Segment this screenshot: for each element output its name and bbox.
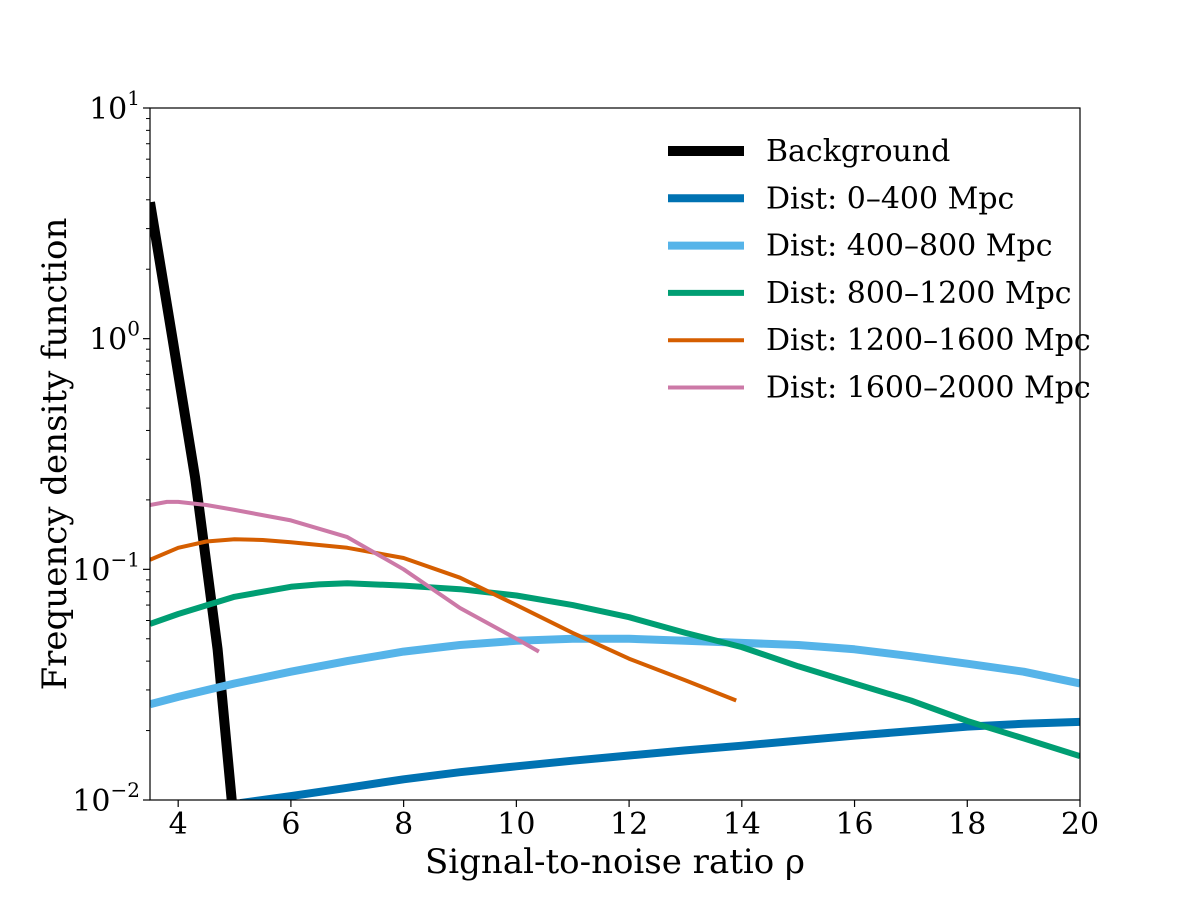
legend-label: Dist: 400–800 Mpc	[766, 229, 1053, 264]
x-tick-label: 4	[169, 807, 188, 842]
y-axis-label: Frequency density function	[35, 218, 75, 691]
y-tick-label: 10−1	[72, 547, 140, 588]
x-tick-label: 16	[835, 807, 873, 842]
x-tick-label: 12	[610, 807, 648, 842]
y-axis-ticks: 101 100 10−1 10−2	[72, 86, 150, 819]
legend-label: Dist: 800–1200 Mpc	[766, 276, 1072, 311]
legend-label: Background	[766, 134, 950, 169]
y-tick-label: 101	[89, 86, 140, 127]
x-tick-label: 14	[723, 807, 761, 842]
y-tick-label: 100	[89, 317, 140, 358]
x-axis-label: Signal-to-noise ratio ρ	[425, 842, 805, 882]
x-tick-label: 18	[948, 807, 986, 842]
x-tick-label: 6	[281, 807, 300, 842]
legend-label: Dist: 1600–2000 Mpc	[766, 371, 1091, 406]
legend-label: Dist: 0–400 Mpc	[766, 181, 1014, 216]
x-axis-ticks: 4 6 8 10 12 14 16 18 20	[169, 800, 1099, 842]
x-tick-label: 20	[1061, 807, 1099, 842]
legend-label: Dist: 1200–1600 Mpc	[766, 323, 1091, 358]
x-tick-label: 10	[497, 807, 535, 842]
y-tick-label: 10−2	[72, 778, 140, 819]
x-tick-label: 8	[394, 807, 413, 842]
